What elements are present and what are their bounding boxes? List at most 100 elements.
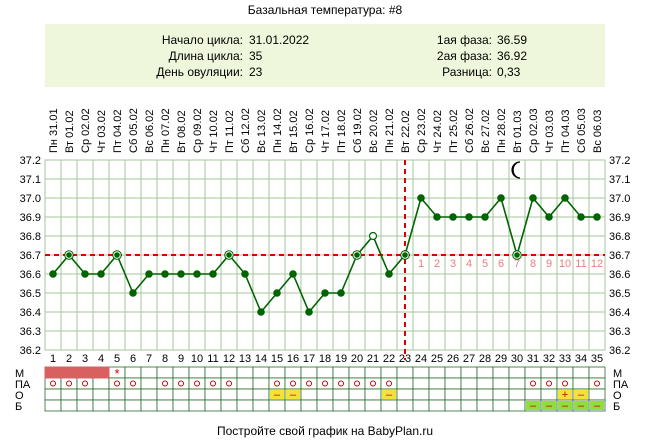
- cycle-start-label: Начало цикла:: [161, 33, 243, 47]
- x-day-label: 21: [367, 353, 379, 365]
- cycle-length-value: 35: [249, 49, 263, 63]
- x-date-label: Вт 01.02: [64, 110, 76, 153]
- row-cell: [428, 388, 446, 401]
- data-point: [273, 289, 281, 297]
- row-cell: [460, 366, 478, 379]
- row-cell: [172, 388, 190, 401]
- y-tick-right: 36.5: [609, 288, 630, 300]
- row-cell: [172, 399, 190, 412]
- intercourse-mark: [594, 380, 600, 387]
- row-cell: [492, 377, 510, 390]
- x-date-label: Пт 25.02: [448, 109, 460, 153]
- x-day-label: 7: [146, 353, 152, 365]
- row-label-left: М: [15, 368, 24, 380]
- row-cell: [588, 388, 606, 401]
- data-point: [81, 270, 89, 278]
- data-point: [113, 251, 121, 259]
- row-cell: [172, 377, 190, 390]
- y-tick-right: 36.4: [609, 307, 630, 319]
- row-cell: [364, 377, 382, 390]
- row-cell: [492, 366, 510, 379]
- y-tick-right: 37.0: [609, 193, 630, 205]
- row-cell: [396, 377, 414, 390]
- row-cell: [124, 366, 142, 379]
- row-cell: [188, 399, 206, 412]
- y-tick-right: 36.7: [609, 250, 630, 262]
- x-date-label: Пн 31.01: [48, 108, 60, 153]
- row-cell: [412, 377, 430, 390]
- x-date-label: Пт 04.03: [560, 109, 572, 153]
- y-tick-right: 37.1: [609, 174, 630, 186]
- row-cell: [332, 388, 350, 401]
- row-cell: [220, 366, 238, 379]
- row-label-left: ПА: [15, 379, 31, 391]
- row-cell: [124, 388, 142, 401]
- row-cell: [236, 366, 254, 379]
- footer-text: Постройте свой график на BabyPlan.ru: [216, 424, 434, 438]
- row-cell: [540, 366, 558, 379]
- row-cell: [188, 388, 206, 401]
- x-day-label: 8: [162, 353, 168, 365]
- ovulation-test-mark: +: [562, 389, 568, 401]
- row-cell: [524, 377, 542, 390]
- row-cell: [540, 388, 558, 401]
- x-date-label: Ср 02.03: [528, 108, 540, 153]
- intercourse-mark: [66, 380, 72, 387]
- row-cell: [316, 377, 334, 390]
- row-cell: [76, 399, 94, 412]
- data-point: [49, 270, 57, 278]
- luteal-day-label: 6: [498, 258, 504, 270]
- x-date-label: Пн 28.02: [496, 108, 508, 153]
- data-point: [513, 251, 521, 259]
- y-tick-left: 36.3: [20, 326, 41, 338]
- row-cell: [348, 377, 366, 390]
- row-cell: [220, 399, 238, 412]
- pregnancy-test-mark: –: [594, 400, 601, 412]
- data-point: [225, 251, 233, 259]
- x-date-label: Чт 17.02: [320, 110, 332, 153]
- data-point: [241, 270, 249, 278]
- x-day-label: 14: [255, 353, 267, 365]
- row-cell: [508, 388, 526, 401]
- row-cell: [44, 399, 62, 412]
- row-cell: [364, 399, 382, 412]
- phase2-value: 36.92: [497, 49, 528, 63]
- x-day-label: 22: [383, 353, 395, 365]
- row-cell: [412, 366, 430, 379]
- x-date-label: Пт 11.02: [224, 110, 236, 153]
- row-cell: [476, 388, 494, 401]
- row-cell: [364, 388, 382, 401]
- row-cell: [428, 366, 446, 379]
- x-date-label: Пн 14.02: [272, 108, 284, 153]
- row-cell: [508, 366, 526, 379]
- intercourse-mark: [274, 380, 280, 387]
- row-cell: [252, 388, 270, 401]
- row-cell: [252, 399, 270, 412]
- x-date-label: Сб 19.02: [352, 108, 364, 153]
- row-cell: [492, 388, 510, 401]
- x-day-label: 35: [591, 353, 603, 365]
- x-day-label: 23: [399, 353, 411, 365]
- ovulation-test-mark: –: [274, 389, 281, 401]
- row-cell: [140, 377, 158, 390]
- row-cell: [444, 399, 462, 412]
- row-cell: [316, 399, 334, 412]
- data-point: [177, 270, 185, 278]
- luteal-day-label: 1: [418, 258, 424, 270]
- y-tick-left: 36.2: [20, 345, 41, 357]
- intercourse-mark: [546, 380, 552, 387]
- data-point: [257, 308, 265, 316]
- row-cell: [428, 399, 446, 412]
- row-cell: [284, 377, 302, 390]
- pregnancy-test-mark: –: [562, 400, 569, 412]
- row-cell: [44, 388, 62, 401]
- data-point-ring: [352, 250, 362, 260]
- row-cell: [140, 366, 158, 379]
- y-tick-left: 36.6: [20, 269, 41, 281]
- row-cell: [556, 377, 574, 390]
- row-cell: [348, 366, 366, 379]
- row-cell: [188, 377, 206, 390]
- row-cell: [460, 377, 478, 390]
- luteal-day-label: 10: [559, 258, 571, 270]
- menstruation-star: *: [114, 366, 119, 381]
